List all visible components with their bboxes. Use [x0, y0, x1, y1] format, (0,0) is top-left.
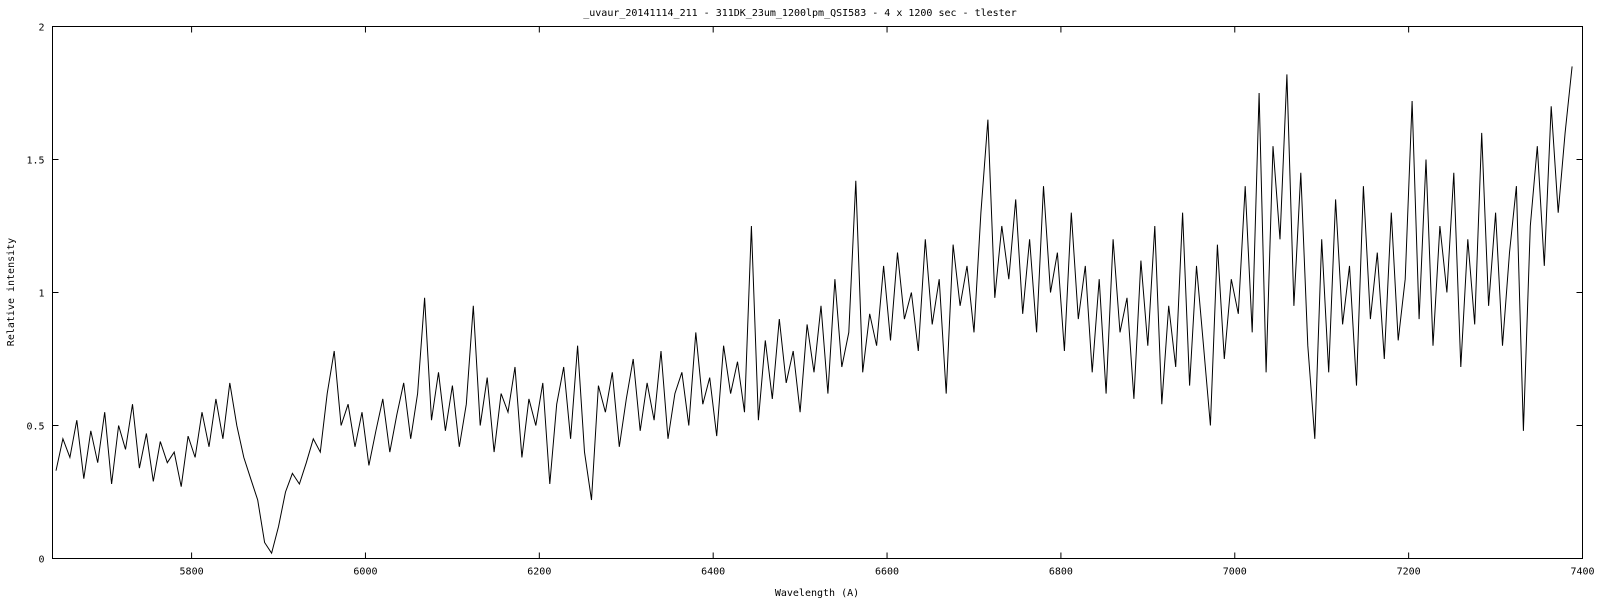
x-tick-label: 6200 [527, 567, 551, 578]
x-tick-label: 5800 [180, 567, 204, 578]
x-tick-label: 6600 [875, 567, 899, 578]
x-tick-label: 7200 [1397, 567, 1421, 578]
x-tick-label: 7400 [1570, 567, 1594, 578]
x-tick-label: 6400 [701, 567, 725, 578]
plot-border [52, 26, 1583, 559]
y-axis-label: Relative intensity [6, 238, 17, 346]
x-tick-label: 6800 [1049, 567, 1073, 578]
y-tick-label: 1 [38, 289, 44, 300]
spectrum-line [55, 66, 1573, 555]
y-tick-label: 2 [38, 23, 44, 34]
y-tick-label: 0.5 [26, 422, 44, 433]
chart-title: _uvaur_20141114_211 - 311DK_23um_1200lpm… [583, 8, 1016, 19]
x-axis-label: Wavelength (A) [775, 588, 859, 599]
y-tick-label: 1.5 [26, 156, 44, 167]
x-tick-label: 6000 [353, 567, 377, 578]
y-tick-label: 0 [38, 555, 44, 566]
x-tick-label: 7000 [1223, 567, 1247, 578]
